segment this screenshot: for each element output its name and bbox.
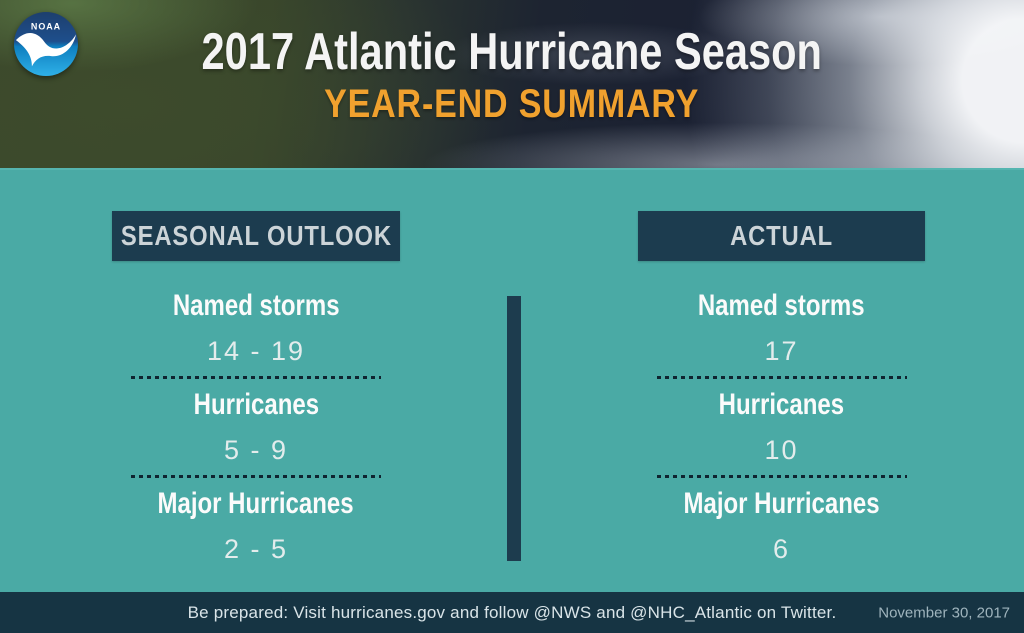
dotted-divider <box>656 376 907 379</box>
actual-named-storms: Named storms 17 <box>638 291 925 365</box>
outlook-named-storms: Named storms 14 - 19 <box>112 291 400 365</box>
dotted-divider <box>131 376 381 379</box>
footer: Be prepared: Visit hurricanes.gov and fo… <box>0 592 1024 633</box>
stat-label: Major Hurricanes <box>157 487 355 520</box>
banner: NOAA 2017 Atlantic Hurricane Season YEAR… <box>0 0 1024 168</box>
actual-hurricanes: Hurricanes 10 <box>638 390 925 464</box>
stat-label: Hurricanes <box>193 388 319 421</box>
dotted-divider <box>131 475 381 478</box>
stat-label: Major Hurricanes <box>683 487 880 520</box>
seasonal-outlook-column: SEASONAL OUTLOOK Named storms 14 - 19 Hu… <box>112 211 400 563</box>
stat-value: 2 - 5 <box>223 534 289 564</box>
actual-column: ACTUAL Named storms 17 Hurricanes 10 Maj… <box>638 211 925 563</box>
outlook-major-hurricanes: Major Hurricanes 2 - 5 <box>112 489 400 563</box>
actual-header: ACTUAL <box>638 211 925 261</box>
noaa-logo-text: NOAA <box>31 21 61 31</box>
footer-message: Be prepared: Visit hurricanes.gov and fo… <box>187 602 837 622</box>
page-title: 2017 Atlantic Hurricane Season <box>201 23 823 81</box>
summary-body: SEASONAL OUTLOOK Named storms 14 - 19 Hu… <box>0 168 1024 592</box>
stat-label: Named storms <box>172 289 340 322</box>
stat-value: 5 - 9 <box>223 435 289 465</box>
actual-header-label: ACTUAL <box>730 220 833 251</box>
actual-major-hurricanes: Major Hurricanes 6 <box>638 489 925 563</box>
seagull-icon <box>15 33 77 67</box>
column-divider <box>507 296 521 561</box>
seasonal-outlook-header: SEASONAL OUTLOOK <box>112 211 400 261</box>
outlook-hurricanes: Hurricanes 5 - 9 <box>112 390 400 464</box>
stat-value: 10 <box>764 435 799 465</box>
stat-label: Named storms <box>698 289 865 322</box>
banner-titles: 2017 Atlantic Hurricane Season YEAR-END … <box>0 0 1024 125</box>
stat-value: 14 - 19 <box>206 336 306 366</box>
stat-label: Hurricanes <box>718 388 845 421</box>
stat-value: 17 <box>764 336 799 366</box>
footer-date: November 30, 2017 <box>878 604 1010 621</box>
stat-value: 6 <box>772 534 791 564</box>
page-subtitle: YEAR-END SUMMARY <box>324 82 700 127</box>
dotted-divider <box>656 475 907 478</box>
noaa-logo-icon: NOAA <box>14 12 78 76</box>
seasonal-outlook-header-label: SEASONAL OUTLOOK <box>120 220 392 251</box>
